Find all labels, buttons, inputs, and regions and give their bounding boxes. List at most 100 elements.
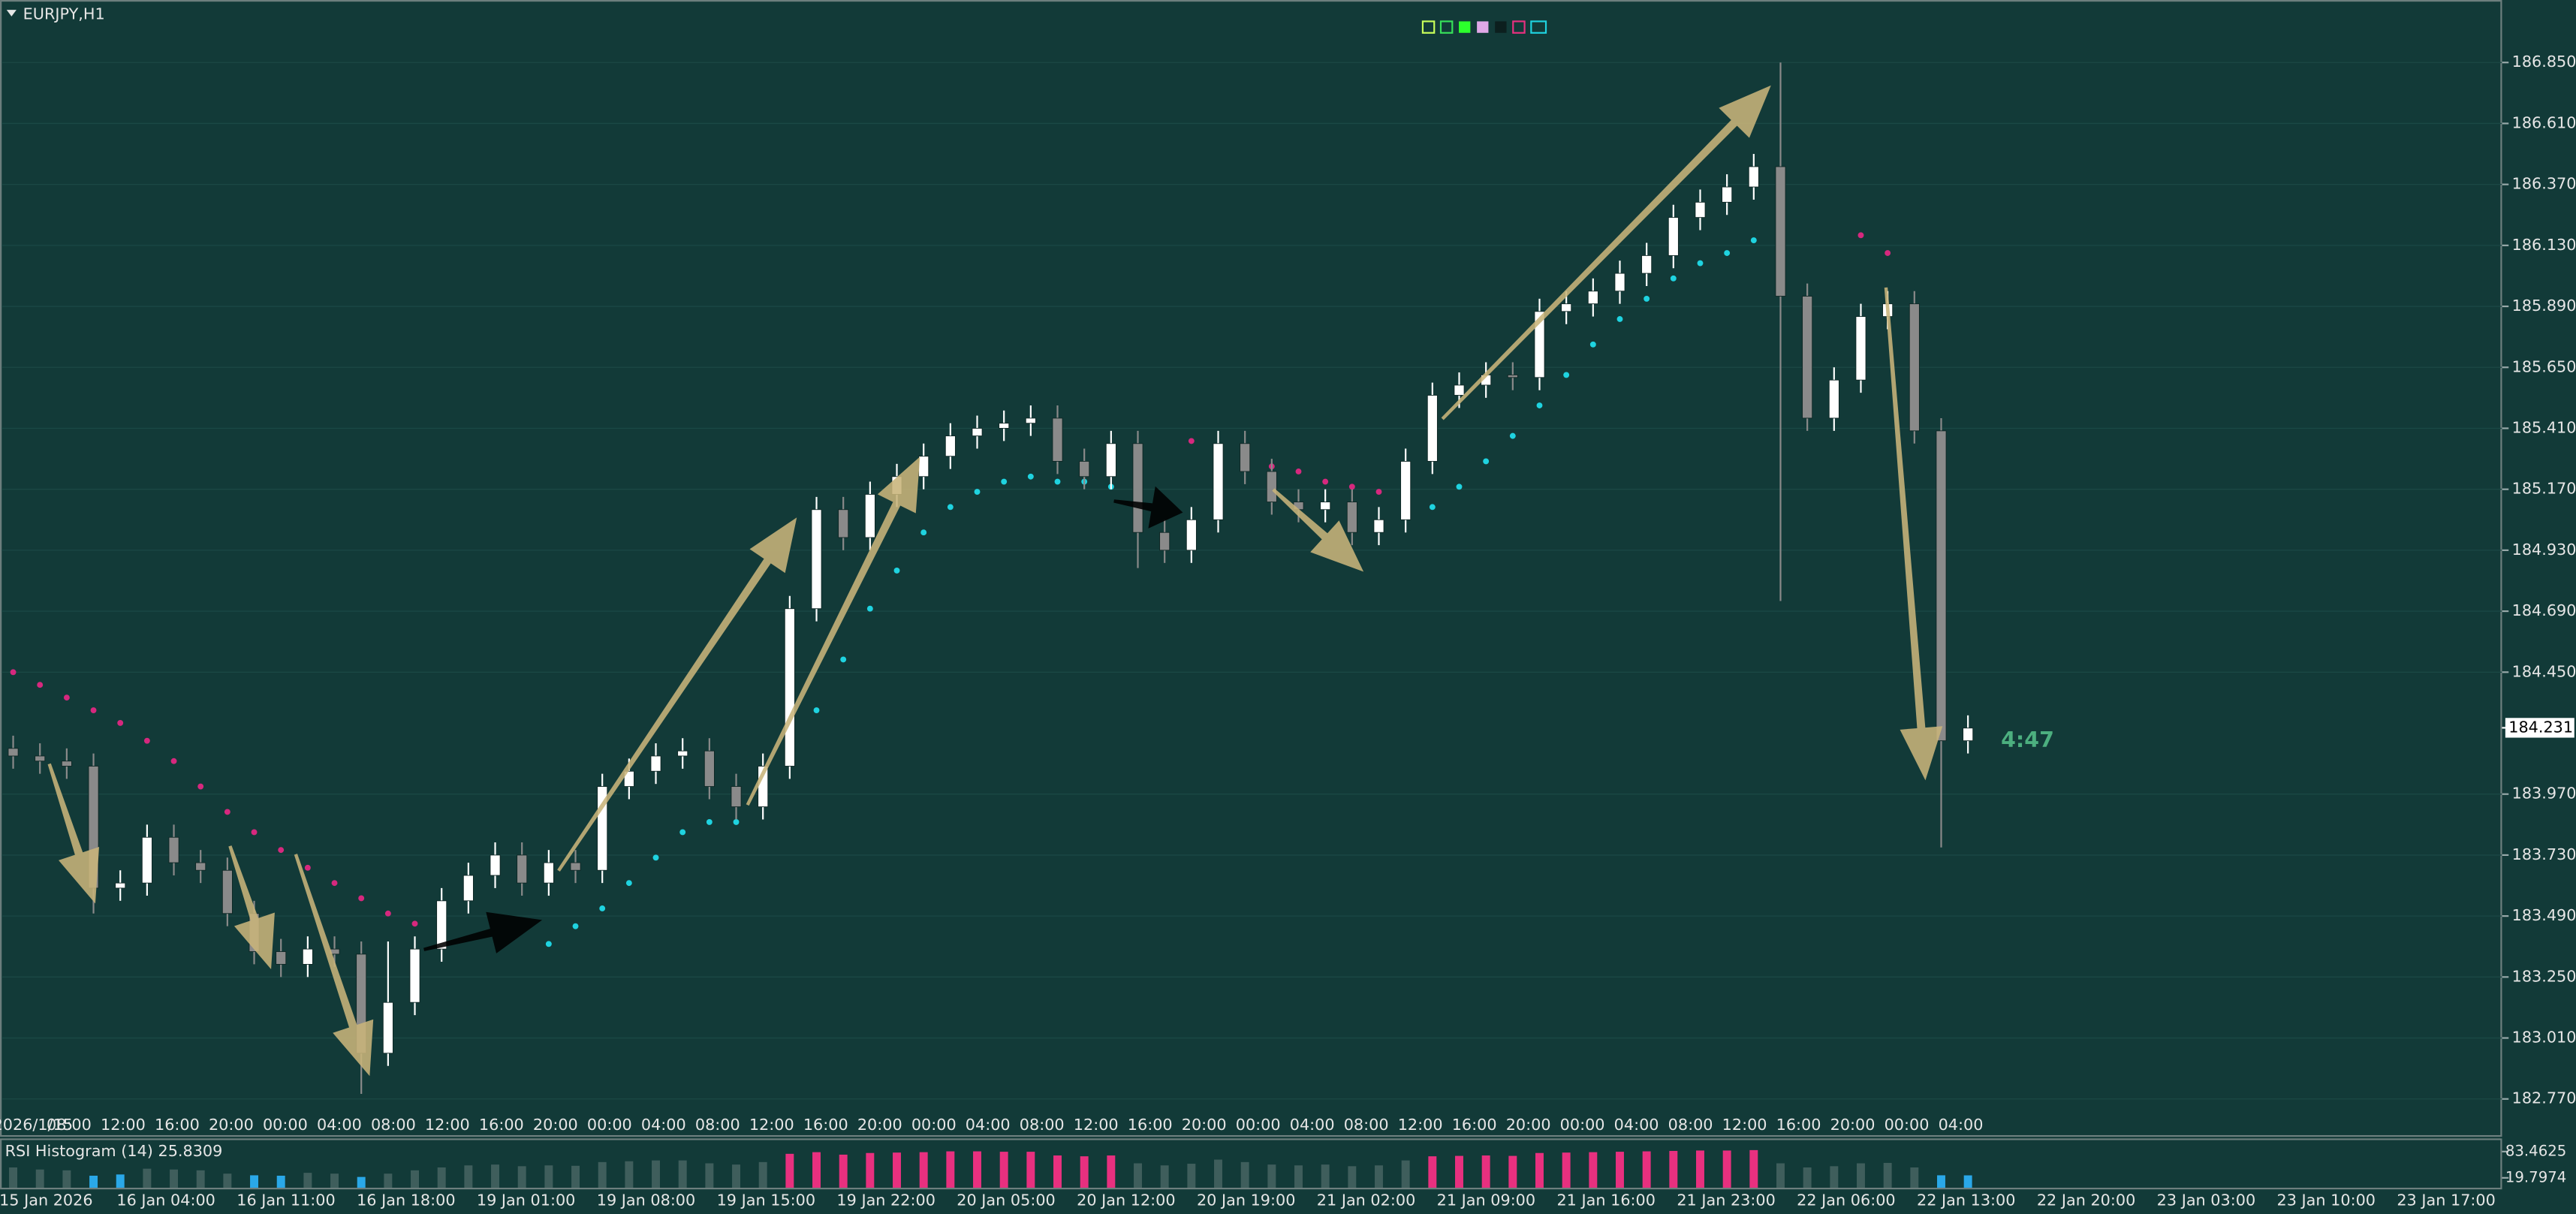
- rsi-bar: [1214, 1159, 1222, 1188]
- x-tick-label: 08:00: [1668, 1116, 1713, 1134]
- candle-body: [1534, 311, 1545, 378]
- x-tick-label: 04:00: [641, 1116, 686, 1134]
- sar-dot: [1536, 402, 1543, 408]
- x-tick-label: 16:00: [1128, 1116, 1173, 1134]
- y-tick-label: 186.850: [2512, 53, 2576, 71]
- last-price-label: 184.231: [2508, 718, 2573, 736]
- candle-body: [1695, 201, 1706, 218]
- annotation-arrow: [47, 763, 100, 904]
- rsi-bar: [1080, 1156, 1089, 1188]
- rsi-bar: [1963, 1175, 1972, 1188]
- rsi-bar: [1053, 1155, 1062, 1188]
- x-tick-label: 15 Jan 2026: [0, 1191, 93, 1209]
- rsi-bar: [1937, 1175, 1945, 1188]
- x-tick-label: 16 Jan 18:00: [357, 1191, 455, 1209]
- rsi-bar: [1749, 1149, 1758, 1188]
- x-tick-label: 23 Jan 03:00: [2157, 1191, 2255, 1209]
- candle-body: [1828, 379, 1839, 419]
- sar-dot: [1322, 478, 1329, 485]
- icon: [1495, 21, 1507, 33]
- x-tick-label: 00:00: [263, 1116, 308, 1134]
- sar-dot: [1885, 250, 1891, 256]
- rsi-bar: [812, 1152, 821, 1188]
- sar-dot: [545, 941, 552, 947]
- y-tick-label: 185.170: [2512, 480, 2576, 498]
- annotation-arrow: [557, 517, 797, 872]
- candle-body: [1186, 519, 1197, 551]
- y-tick-label: 184.690: [2512, 601, 2576, 619]
- rsi-bar: [223, 1173, 232, 1188]
- rsi-bar: [276, 1175, 285, 1188]
- candle-body: [864, 494, 875, 538]
- sar-dot: [1616, 316, 1623, 322]
- candle-body: [462, 875, 474, 902]
- rsi-bar: [1669, 1150, 1678, 1188]
- rsi-bar: [571, 1165, 580, 1188]
- x-tick-label: 20:00: [1182, 1116, 1227, 1134]
- sar-dot: [10, 669, 17, 676]
- rsi-bar: [1562, 1152, 1571, 1188]
- sar-dot: [117, 720, 124, 726]
- candle-body: [1105, 443, 1116, 477]
- x-tick-label: 16 Jan 11:00: [237, 1191, 335, 1209]
- x-tick-label: 20:00: [857, 1116, 902, 1134]
- x-tick-label: 04:00: [317, 1116, 362, 1134]
- rsi-bar: [1883, 1162, 1892, 1188]
- rsi-pane: RSI Histogram (14) 25.8309 83.4625 19.7974…: [0, 1142, 2566, 1209]
- sar-dot: [920, 529, 927, 536]
- x-tick-label: 12:00: [1398, 1116, 1443, 1134]
- sar-dot: [1644, 295, 1650, 302]
- x-tick-label: 08:00: [695, 1116, 740, 1134]
- candle-body: [650, 755, 661, 772]
- rsi-bar: [1722, 1150, 1731, 1188]
- x-tick-label: 21 Jan 02:00: [1317, 1191, 1415, 1209]
- x-tick-label: 20 Jan 12:00: [1077, 1191, 1175, 1209]
- candle-body: [1748, 166, 1759, 188]
- sar-dot: [197, 783, 204, 790]
- candle-body: [1240, 443, 1251, 472]
- candle-body: [918, 456, 929, 477]
- annotation-arrow: [1884, 287, 1943, 781]
- rsi-bar: [1294, 1165, 1303, 1188]
- rsi-bar: [1107, 1155, 1116, 1188]
- x-tick-label: 08:00: [1020, 1116, 1065, 1134]
- sar-dot: [813, 707, 820, 713]
- annotation-arrow: [423, 911, 543, 953]
- candle-body: [517, 854, 528, 884]
- candle-body: [1079, 461, 1090, 477]
- y-tick-label: 185.650: [2512, 357, 2576, 375]
- annotation-arrow: [1272, 488, 1364, 572]
- candle-body: [677, 750, 688, 757]
- rsi-bar: [143, 1168, 152, 1188]
- annotation-arrows: [47, 85, 1943, 1077]
- y-tick-label: 186.130: [2512, 236, 2576, 254]
- y-tick-label: 183.250: [2512, 967, 2576, 985]
- icon: [1421, 20, 1436, 34]
- candle-body: [1561, 303, 1572, 312]
- icon: [1439, 20, 1454, 34]
- menu-triangle[interactable]: [6, 10, 17, 17]
- sar-dot: [251, 829, 258, 836]
- candle-body: [623, 770, 634, 787]
- x-tick-label: 16:00: [1776, 1116, 1821, 1134]
- candle-body: [195, 862, 206, 871]
- x-tick-label: 16:00: [803, 1116, 848, 1134]
- y-tick-label: 186.610: [2512, 113, 2576, 131]
- rsi-bar: [1240, 1161, 1249, 1188]
- x-tick-label: 20:00: [209, 1116, 254, 1134]
- sar-dot: [63, 694, 70, 701]
- x-tick-label: 21 Jan 16:00: [1556, 1191, 1655, 1209]
- sar-dot: [384, 910, 391, 917]
- rsi-bar: [35, 1169, 44, 1188]
- plot-frame: [0, 0, 2502, 1137]
- rsi-bar: [1910, 1167, 1919, 1188]
- y-tick-label: 19.7974: [2505, 1168, 2566, 1185]
- sar-dot: [652, 854, 659, 861]
- x-tick-label: 12:00: [1722, 1116, 1767, 1134]
- y-tick-label: 186.370: [2512, 175, 2576, 193]
- sar-dot: [1750, 237, 1757, 244]
- sar-dot: [1375, 489, 1382, 496]
- y-tick-label: 183.010: [2512, 1029, 2576, 1047]
- sar-dot: [599, 905, 606, 911]
- sar-dot: [224, 809, 230, 815]
